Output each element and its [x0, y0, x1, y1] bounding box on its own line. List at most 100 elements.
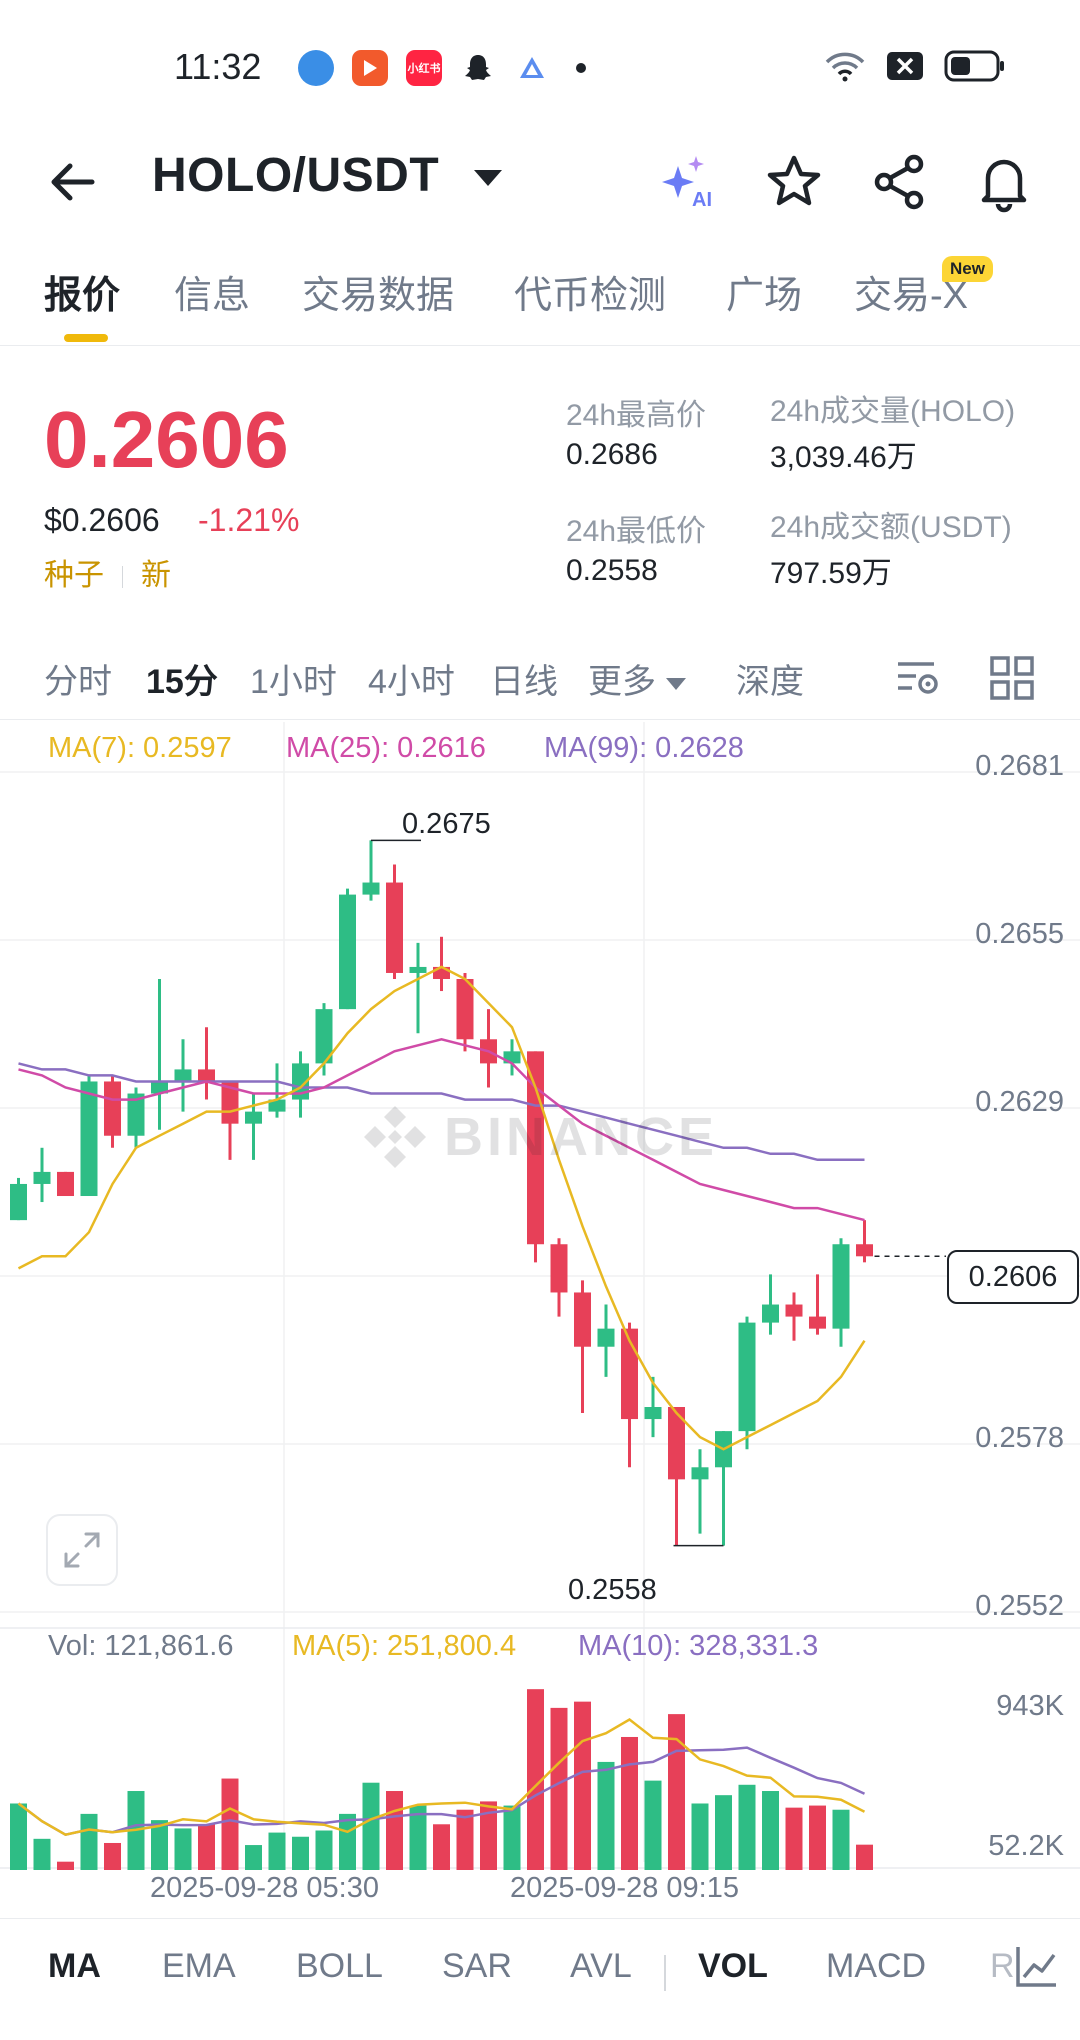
indicator-vol[interactable]: VOL	[698, 1947, 768, 1985]
kline-chart-canvas[interactable]	[0, 722, 1080, 1918]
volume-bar	[668, 1714, 685, 1870]
interval-depth[interactable]: 深度	[736, 663, 804, 701]
layout-grid-icon[interactable]	[988, 654, 1036, 702]
bluebird-app-icon	[298, 50, 334, 86]
candle-body	[386, 882, 403, 973]
tab-info[interactable]: 信息	[174, 275, 251, 317]
candle-body	[198, 1069, 215, 1082]
back-arrow-icon[interactable]	[44, 152, 104, 212]
candle-body	[550, 1244, 568, 1293]
tag-new[interactable]: 新	[141, 559, 171, 592]
volume-bar	[456, 1809, 474, 1870]
volume-bar	[550, 1707, 568, 1870]
volume-bar	[503, 1805, 521, 1870]
pair-title[interactable]: HOLO/USDT	[152, 149, 440, 202]
indicator-ma[interactable]: MA	[48, 1947, 101, 1985]
indicator-boll[interactable]: BOLL	[296, 1947, 383, 1985]
volume-bar	[292, 1836, 309, 1870]
interval-more[interactable]: 更多	[588, 654, 686, 703]
indicator-settings-icon[interactable]	[1012, 1941, 1062, 1991]
volume-bar	[809, 1805, 826, 1870]
main-tabs: 报价 信息 交易数据 代币检测 广场 交易-X New	[0, 250, 1080, 346]
low-marker-label: 0.2558	[568, 1574, 657, 1606]
new-badge: New	[942, 256, 993, 282]
amount-label: 24h成交额(USDT)	[770, 511, 1012, 544]
indicator-rsi[interactable]: R	[990, 1947, 1015, 1985]
current-price-tag[interactable]: 0.2606	[947, 1250, 1079, 1304]
candle-body	[574, 1292, 591, 1347]
volume-bar	[386, 1791, 403, 1870]
alert-bell-icon[interactable]	[972, 150, 1036, 214]
high-label: 24h最高价	[566, 399, 707, 432]
tab-trade-data[interactable]: 交易数据	[302, 275, 455, 317]
xiaohongshu-app-icon: 小红书	[406, 50, 442, 86]
binance-watermark: BINANCE	[360, 1102, 718, 1172]
interval-4h[interactable]: 4小时	[368, 663, 455, 701]
indicator-avl[interactable]: AVL	[570, 1947, 632, 1985]
candle-body	[339, 894, 356, 1010]
ai-sparkle-icon[interactable]: AI	[656, 150, 720, 214]
favorite-star-icon[interactable]	[762, 150, 826, 214]
candle-body	[621, 1328, 638, 1420]
tab-square[interactable]: 广场	[726, 275, 803, 317]
tab-token-check[interactable]: 代币检测	[514, 275, 667, 317]
interval-bar: 分时 15分 1小时 4小时 日线 更多 深度	[0, 640, 1080, 720]
interval-15m[interactable]: 15分	[146, 663, 218, 701]
tab-quote[interactable]: 报价	[44, 275, 121, 317]
volume-bar	[433, 1824, 450, 1870]
ma7-legend: MA(7): 0.2597	[48, 732, 232, 764]
indicator-ema[interactable]: EMA	[162, 1947, 236, 1985]
ma99-line	[18, 1062, 865, 1162]
candle-body	[33, 1171, 51, 1184]
chart-settings-icon[interactable]	[894, 654, 942, 702]
token-tags: 种子 新	[44, 550, 171, 594]
header: HOLO/USDT AI	[0, 130, 1080, 250]
price-axis-label: 0.2629	[975, 1086, 1064, 1118]
ma25-line	[18, 1038, 865, 1222]
indicator-macd[interactable]: MACD	[826, 1947, 927, 1985]
candle-body	[668, 1407, 685, 1480]
pair-dropdown-caret-icon[interactable]	[474, 170, 502, 186]
volume-bar	[339, 1813, 356, 1870]
candle-body	[362, 882, 380, 895]
status-bar: 11:32 小红书	[0, 0, 1080, 130]
expand-icon	[64, 1532, 100, 1568]
fullscreen-button[interactable]	[46, 1514, 118, 1586]
indicator-divider	[664, 1955, 666, 1991]
status-right	[824, 50, 1006, 82]
tag-seed[interactable]: 种子	[44, 559, 104, 592]
candle-body	[221, 1081, 239, 1124]
kline-chart[interactable]: BINANCE MA(7): 0.2597 MA(25): 0.2616 MA(…	[0, 722, 1080, 1922]
volume-bar	[268, 1832, 286, 1870]
vol-ma5-legend: MA(5): 251,800.4	[292, 1630, 517, 1662]
candle-body	[174, 1069, 192, 1082]
share-icon[interactable]	[868, 150, 932, 214]
low-value: 0.2558	[566, 554, 658, 587]
volume-bar	[104, 1842, 121, 1870]
interval-more-label: 更多	[588, 663, 656, 701]
volume-bar	[57, 1861, 74, 1870]
wifi-icon	[825, 52, 865, 82]
candle-body	[832, 1244, 850, 1329]
interval-1d[interactable]: 日线	[490, 663, 558, 701]
candle-body	[456, 978, 474, 1040]
volume-bar	[221, 1778, 239, 1870]
status-app-icons: 小红书	[298, 50, 586, 86]
candle-body	[409, 966, 427, 973]
volume-bar	[621, 1736, 638, 1870]
candle-body	[127, 1093, 145, 1136]
volume-bar	[151, 1820, 168, 1870]
interval-timeline[interactable]: 分时	[44, 663, 112, 701]
volume-bar	[174, 1828, 192, 1870]
high-marker-label: 0.2675	[402, 808, 491, 840]
indicator-sar[interactable]: SAR	[442, 1947, 512, 1985]
candle-body	[809, 1316, 826, 1329]
battery-icon	[944, 50, 1004, 82]
volume-bar	[574, 1701, 591, 1870]
candle-body	[245, 1111, 262, 1124]
candle-body	[644, 1407, 662, 1420]
volume-bar	[10, 1803, 27, 1870]
volume-bar	[715, 1795, 732, 1870]
tab-trade-x[interactable]: 交易-X	[854, 275, 969, 317]
interval-1h[interactable]: 1小时	[250, 663, 337, 701]
